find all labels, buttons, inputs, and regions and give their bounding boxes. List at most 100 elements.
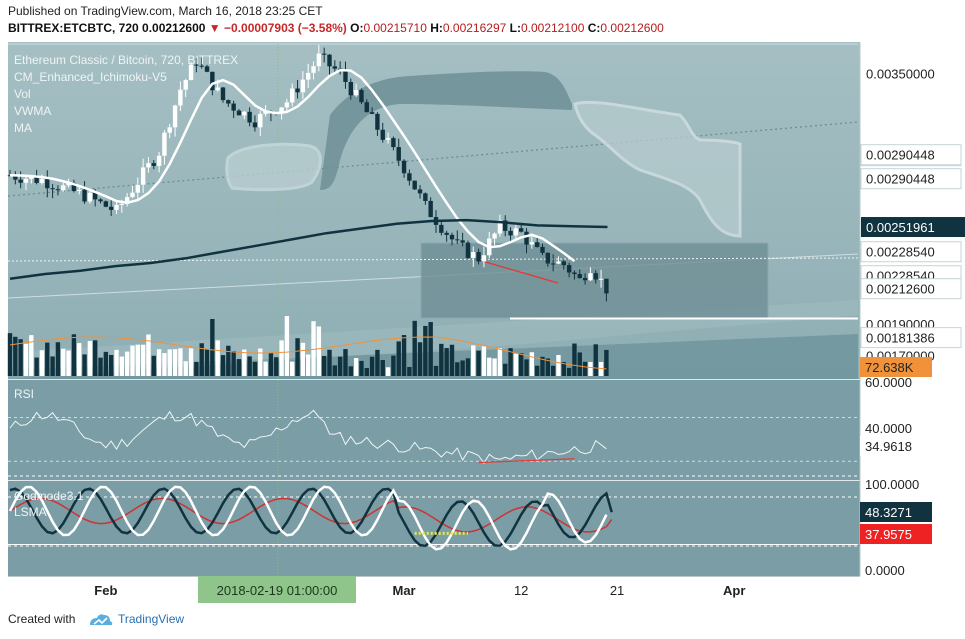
volume-bar <box>215 340 220 376</box>
candle <box>140 158 146 193</box>
volume-bar <box>561 362 566 376</box>
volume-bar <box>204 349 210 376</box>
volume-bar <box>220 355 226 376</box>
ma-line <box>9 218 608 280</box>
volume-bar <box>582 361 588 376</box>
volume-bars <box>7 316 609 376</box>
volume-bar <box>524 359 529 376</box>
volume-bar <box>77 343 82 376</box>
candle <box>247 107 252 127</box>
svg-text:0.00290448: 0.00290448 <box>866 172 935 187</box>
candle <box>343 61 348 89</box>
candle <box>503 215 508 237</box>
rsi-pane-title: RSI <box>14 387 34 401</box>
volume-bar <box>236 359 242 376</box>
volume-bar <box>423 325 428 376</box>
svg-text:0.00350000: 0.00350000 <box>866 66 935 81</box>
volume-bar <box>433 365 439 376</box>
time-axis-bg <box>8 576 965 604</box>
volume-bar <box>178 348 183 376</box>
volume-bar <box>183 361 188 376</box>
volume-bar <box>247 356 252 376</box>
legend-volume: Vol <box>14 87 31 101</box>
price-axis-bg <box>860 42 965 576</box>
volume-bar <box>194 361 199 376</box>
candle <box>18 171 23 189</box>
volume-bar <box>311 321 316 376</box>
volume-bar <box>140 344 146 376</box>
candle <box>284 98 290 113</box>
candle <box>146 157 151 173</box>
volume-bar <box>439 343 444 376</box>
volume-bar <box>66 350 71 376</box>
price-label: 0.00212600 <box>860 278 962 300</box>
volume-bar <box>449 344 455 376</box>
candle <box>151 160 156 170</box>
candle <box>316 45 322 72</box>
candle <box>513 223 519 241</box>
volume-bar <box>258 348 263 376</box>
volume-bar <box>263 361 268 376</box>
candle <box>252 115 258 132</box>
volume-bar <box>50 356 55 376</box>
volume-bar <box>343 349 348 376</box>
volume-bar <box>577 352 582 376</box>
candle <box>258 110 263 137</box>
candle <box>375 112 380 136</box>
volume-bar <box>545 358 551 376</box>
candle <box>353 83 359 97</box>
svg-text:40.0000: 40.0000 <box>865 421 912 436</box>
candle <box>130 185 135 199</box>
tradingview-brand-link[interactable]: TradingView <box>118 612 185 626</box>
candle <box>114 201 119 215</box>
godmode-value-label: 48.3271 <box>860 502 932 522</box>
volume-bar <box>492 358 497 376</box>
candle <box>550 254 556 272</box>
volume-bar <box>550 365 556 376</box>
candle <box>13 171 18 185</box>
rsi-divergence-line <box>478 458 575 464</box>
volume-bar <box>199 343 204 376</box>
lsma-series-name: LSMA <box>14 505 47 519</box>
volume-bar <box>503 363 508 376</box>
volume-bar <box>444 348 449 376</box>
volume-value-label: 72.638K <box>860 357 932 377</box>
legend-ma: MA <box>14 121 32 135</box>
volume-bar <box>529 352 535 376</box>
volume-bar <box>385 367 391 376</box>
svg-text:60.0000: 60.0000 <box>865 375 912 390</box>
candle <box>439 219 444 236</box>
candle <box>231 100 236 119</box>
volume-bar <box>508 348 513 376</box>
rsi-value-label: 34.9618 <box>860 436 932 456</box>
volume-bar <box>114 349 119 376</box>
volume-bar <box>566 367 572 376</box>
volume-bar <box>316 326 322 376</box>
time-tick-label: 21 <box>610 583 624 598</box>
svg-text:0.00212600: 0.00212600 <box>866 282 935 297</box>
volume-bar <box>380 360 385 376</box>
svg-text:72.638K: 72.638K <box>865 360 914 375</box>
volume-bar <box>337 356 343 376</box>
volume-bar <box>23 343 29 376</box>
volume-bar <box>87 340 93 376</box>
legend-ichimoku: CM_Enhanced_Ichimoku-V5 <box>14 70 167 84</box>
price-divergence-line <box>474 258 559 284</box>
candle <box>172 104 178 137</box>
price-change: −0.00007903 (−3.58%) <box>224 21 347 35</box>
candle <box>290 83 295 107</box>
indicator-lines <box>9 68 608 370</box>
low-label: L: <box>509 21 521 35</box>
candle <box>417 185 423 199</box>
volume-bar <box>412 320 417 376</box>
down-arrow-icon: ▼ <box>208 21 221 35</box>
volume-bar <box>135 344 140 376</box>
candle <box>295 80 300 99</box>
candle <box>108 200 114 216</box>
candle <box>465 240 471 260</box>
godmode-tick-100: 100.0000 <box>865 477 919 492</box>
svg-text:0.00181386: 0.00181386 <box>866 331 935 346</box>
candle <box>98 198 103 204</box>
candle <box>359 88 364 105</box>
